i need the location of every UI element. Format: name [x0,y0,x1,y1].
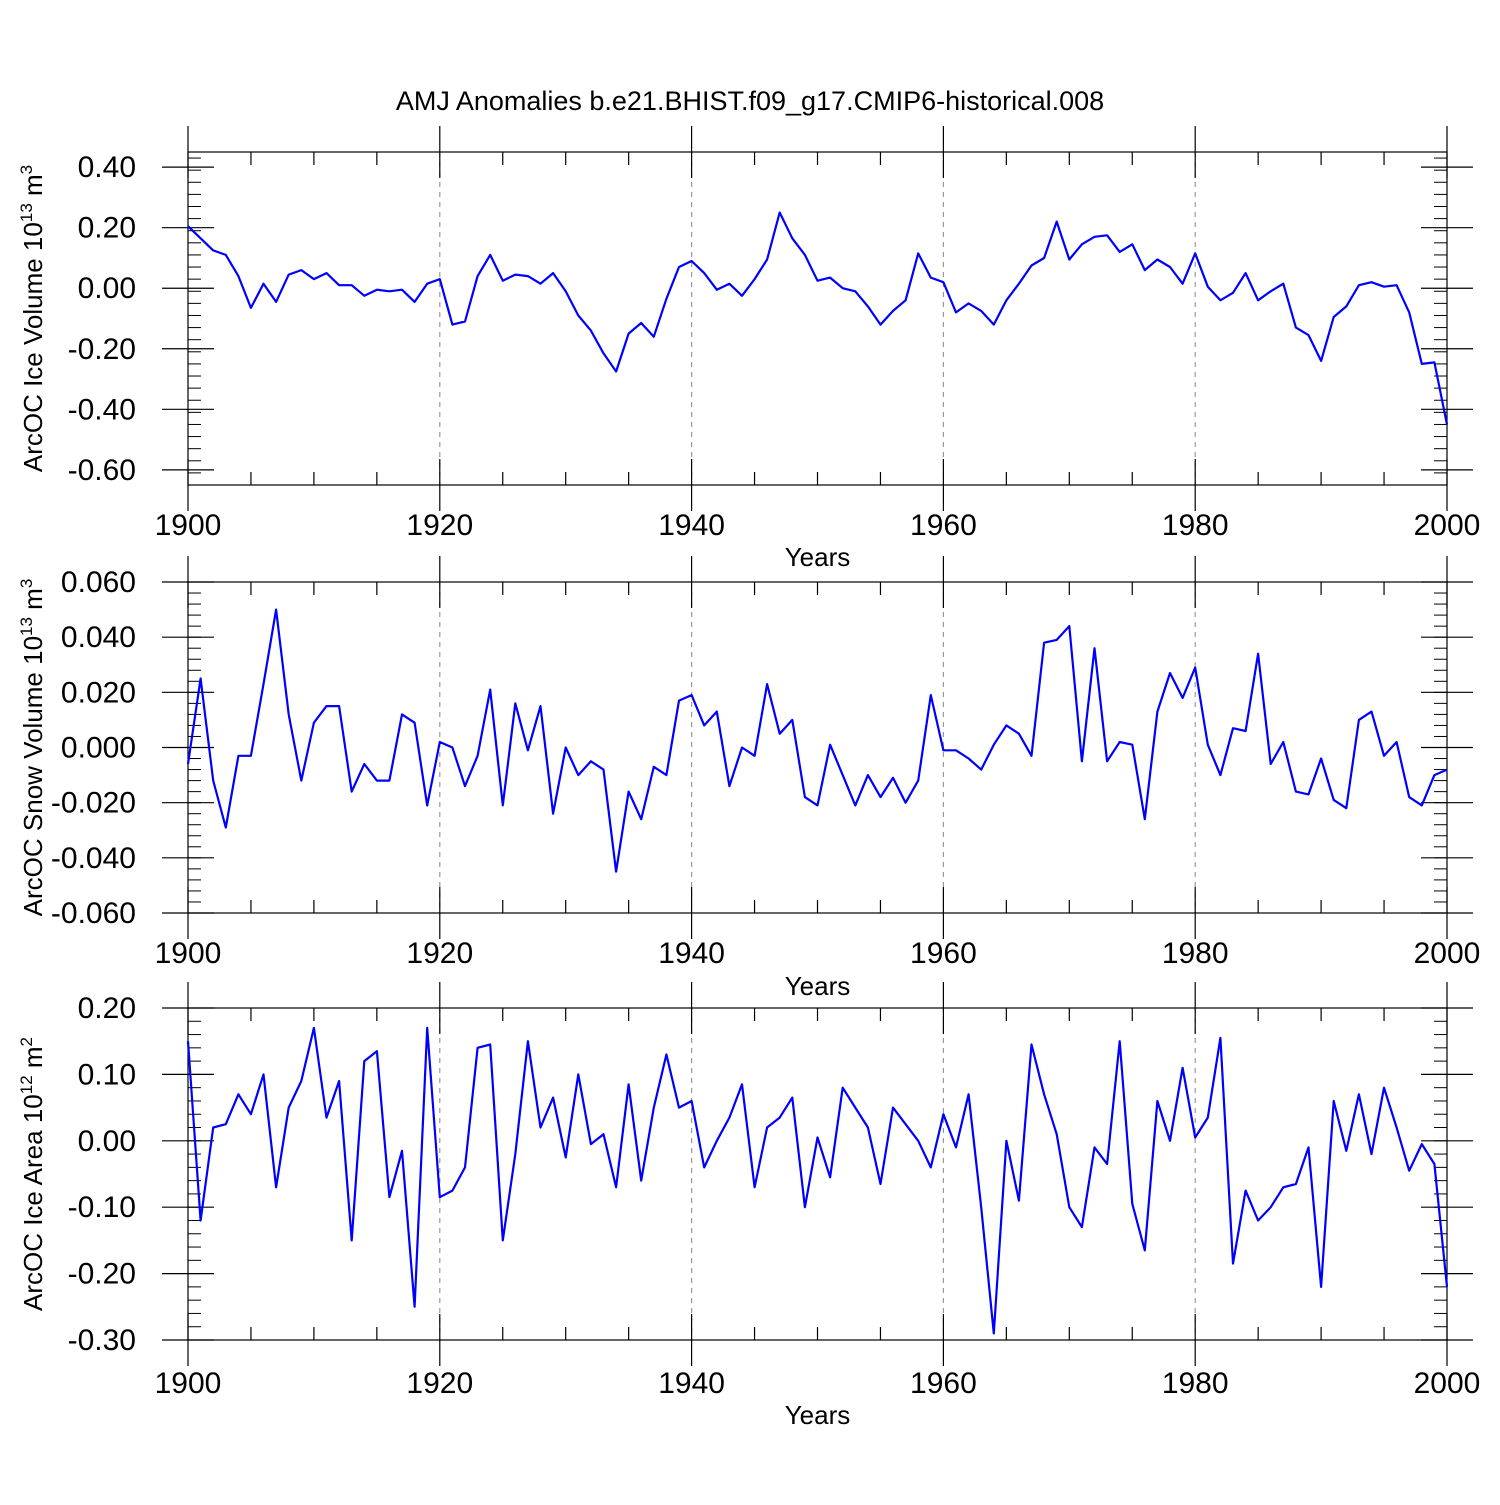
x-tick-label: 1900 [155,509,222,542]
y-tick-label: -0.30 [68,1324,136,1357]
y-tick-label: 0.000 [61,732,136,765]
y-tick-label: 0.00 [78,272,136,305]
plot-frame [187,581,1448,914]
x-axis-title: Years [785,542,851,572]
panel-2: -0.060 -0.040 -0.020 0.000 0.020 0.040 0.060 19… [17,556,1480,1001]
series-line [187,211,1449,425]
x-tick-label: 1940 [658,1367,725,1400]
x-tick-label: 1920 [406,509,473,542]
y-tick-label: 0.40 [78,151,136,184]
y-tick-label: -0.020 [51,787,136,820]
x-tick-label: 1900 [155,1367,222,1400]
x-tick-label: 1900 [155,937,222,970]
y-axis-title: ArcOC Snow Volume 1013 m3 [17,579,48,917]
y-axis-title: ArcOC Ice Volume 1013 m3 [17,165,48,472]
chart-title: AMJ Anomalies b.e21.BHIST.f09_g17.CMIP6-… [396,86,1104,116]
x-tick-label: 1960 [910,1367,977,1400]
y-tick-label: -0.40 [68,393,136,426]
x-tick-label: 2000 [1414,509,1481,542]
y-tick-label: -0.60 [68,454,136,487]
y-tick-label: -0.20 [68,1258,136,1291]
x-tick-label: 1960 [910,509,977,542]
y-tick-label: 0.20 [78,992,136,1025]
y-tick-label: 0.040 [61,621,136,654]
y-tick-label: 0.060 [61,566,136,599]
plot-frame [187,1007,1448,1341]
x-axis-title: Years [785,1400,851,1430]
y-tick-label: 0.00 [78,1125,136,1158]
y-tick-label: 0.10 [78,1058,136,1091]
y-tick-label: -0.10 [68,1191,136,1224]
series-line [186,608,1448,873]
y-tick-label: 0.20 [78,212,136,245]
series-line [186,1026,1449,1335]
x-tick-label: 1920 [406,937,473,970]
x-tick-label: 1920 [406,1367,473,1400]
x-tick-label: 1960 [910,937,977,970]
y-tick-label: -0.20 [68,333,136,366]
x-tick-label: 1980 [1162,1367,1229,1400]
y-tick-label: -0.060 [51,897,136,930]
y-axis-title: ArcOC Ice Area 1012 m2 [17,1037,48,1311]
x-tick-label: 1980 [1162,509,1229,542]
x-tick-label: 1940 [658,509,725,542]
y-tick-label: -0.040 [51,842,136,875]
plot-frame [187,151,1448,486]
x-tick-label: 2000 [1414,937,1481,970]
panel-3: -0.30 -0.20 -0.10 0.00 0.10 0.20 1900 1920 1940 1… [17,982,1480,1430]
x-tick-label: 2000 [1414,1367,1481,1400]
panel-1: -0.60 -0.40 -0.20 0.00 0.20 0.40 1900 1920 1940 1… [17,126,1480,572]
y-tick-label: 0.020 [61,676,136,709]
x-axis-title: Years [785,971,851,1001]
x-tick-label: 1940 [658,937,725,970]
x-tick-label: 1980 [1162,937,1229,970]
